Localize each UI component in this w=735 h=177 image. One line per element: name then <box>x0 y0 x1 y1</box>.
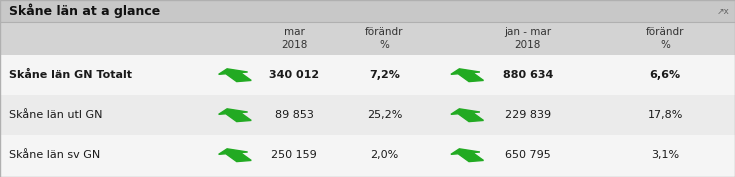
Text: 7,2%: 7,2% <box>369 70 400 80</box>
FancyArrow shape <box>218 149 251 162</box>
Text: ↗x: ↗x <box>716 7 729 16</box>
Text: Skåne län GN Totalt: Skåne län GN Totalt <box>9 70 132 80</box>
Text: 25,2%: 25,2% <box>367 110 402 120</box>
Text: mar: mar <box>284 27 304 37</box>
FancyArrow shape <box>218 109 251 122</box>
Text: Skåne län utl GN: Skåne län utl GN <box>9 110 102 120</box>
Text: %: % <box>660 40 670 50</box>
Text: 17,8%: 17,8% <box>648 110 683 120</box>
Text: 6,6%: 6,6% <box>650 70 681 80</box>
Text: 3,1%: 3,1% <box>651 150 679 160</box>
FancyArrow shape <box>451 109 484 122</box>
Text: jan - mar: jan - mar <box>504 27 551 37</box>
Text: 2018: 2018 <box>514 40 541 50</box>
FancyArrow shape <box>451 69 484 82</box>
Bar <box>0 95 735 135</box>
Text: 2018: 2018 <box>281 40 307 50</box>
Text: 880 634: 880 634 <box>503 70 553 80</box>
Text: Skåne län at a glance: Skåne län at a glance <box>9 4 160 18</box>
Text: Skåne län sv GN: Skåne län sv GN <box>9 150 100 160</box>
Text: %: % <box>379 40 390 50</box>
Text: 650 795: 650 795 <box>505 150 551 160</box>
Text: förändr: förändr <box>365 27 404 37</box>
Bar <box>0 55 735 95</box>
Bar <box>0 0 735 22</box>
Text: 89 853: 89 853 <box>275 110 313 120</box>
FancyArrow shape <box>218 69 251 82</box>
Bar <box>0 135 735 175</box>
FancyArrow shape <box>451 149 484 162</box>
Text: 229 839: 229 839 <box>505 110 551 120</box>
Text: 340 012: 340 012 <box>269 70 319 80</box>
Text: 250 159: 250 159 <box>271 150 317 160</box>
Text: 2,0%: 2,0% <box>370 150 398 160</box>
Bar <box>0 22 735 55</box>
Text: förändr: förändr <box>646 27 684 37</box>
